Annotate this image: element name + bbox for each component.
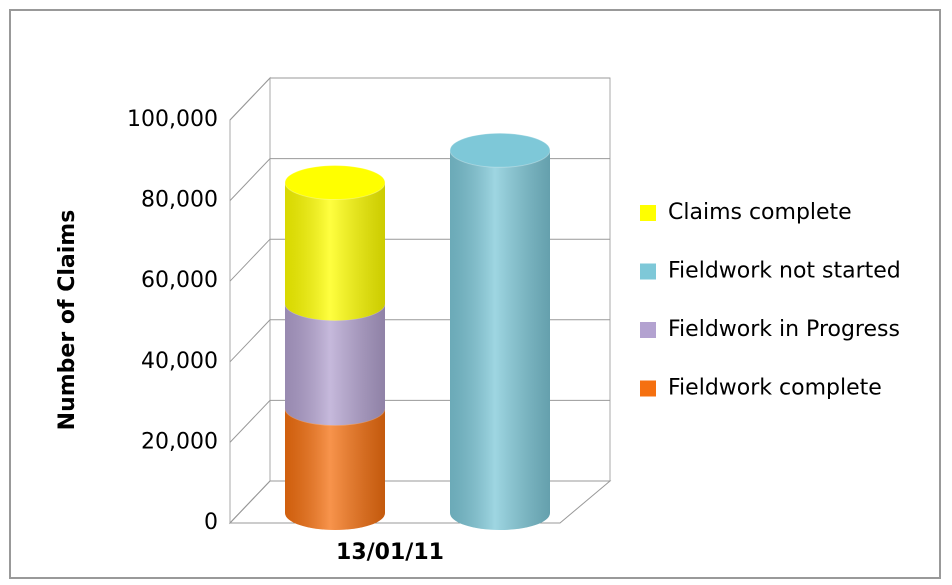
legend-label: Fieldwork not started xyxy=(668,259,901,284)
y-tick-label: 60,000 xyxy=(141,268,218,293)
grid-line xyxy=(229,77,610,121)
y-tick-label: 20,000 xyxy=(141,429,218,454)
y-tick-label: 40,000 xyxy=(141,349,218,374)
cylinder-shade xyxy=(285,303,385,426)
y-tick-label: 80,000 xyxy=(141,188,218,213)
cylinder-shade xyxy=(285,408,385,530)
legend-swatch xyxy=(640,380,656,397)
cylinder-top xyxy=(284,165,386,201)
bar-segment xyxy=(284,165,386,321)
y-axis-title: Number of Claims xyxy=(55,210,80,431)
side-wall xyxy=(229,76,271,525)
legend-swatch xyxy=(640,322,656,338)
y-tick-label: 100,000 xyxy=(127,107,218,132)
legend-swatch xyxy=(640,205,656,221)
legend-label: Claims complete xyxy=(668,200,852,225)
x-tick-label: 13/01/11 xyxy=(336,540,444,565)
cylinder-shade xyxy=(285,182,385,321)
y-tick-label: 0 xyxy=(204,510,218,535)
cylinder-shade xyxy=(450,150,550,531)
legend-swatch xyxy=(640,263,656,280)
bar-segment xyxy=(449,132,551,531)
legend-label: Fieldwork in Progress xyxy=(668,317,900,342)
legend-label: Fieldwork complete xyxy=(668,376,882,401)
cylinder-top xyxy=(449,132,551,168)
